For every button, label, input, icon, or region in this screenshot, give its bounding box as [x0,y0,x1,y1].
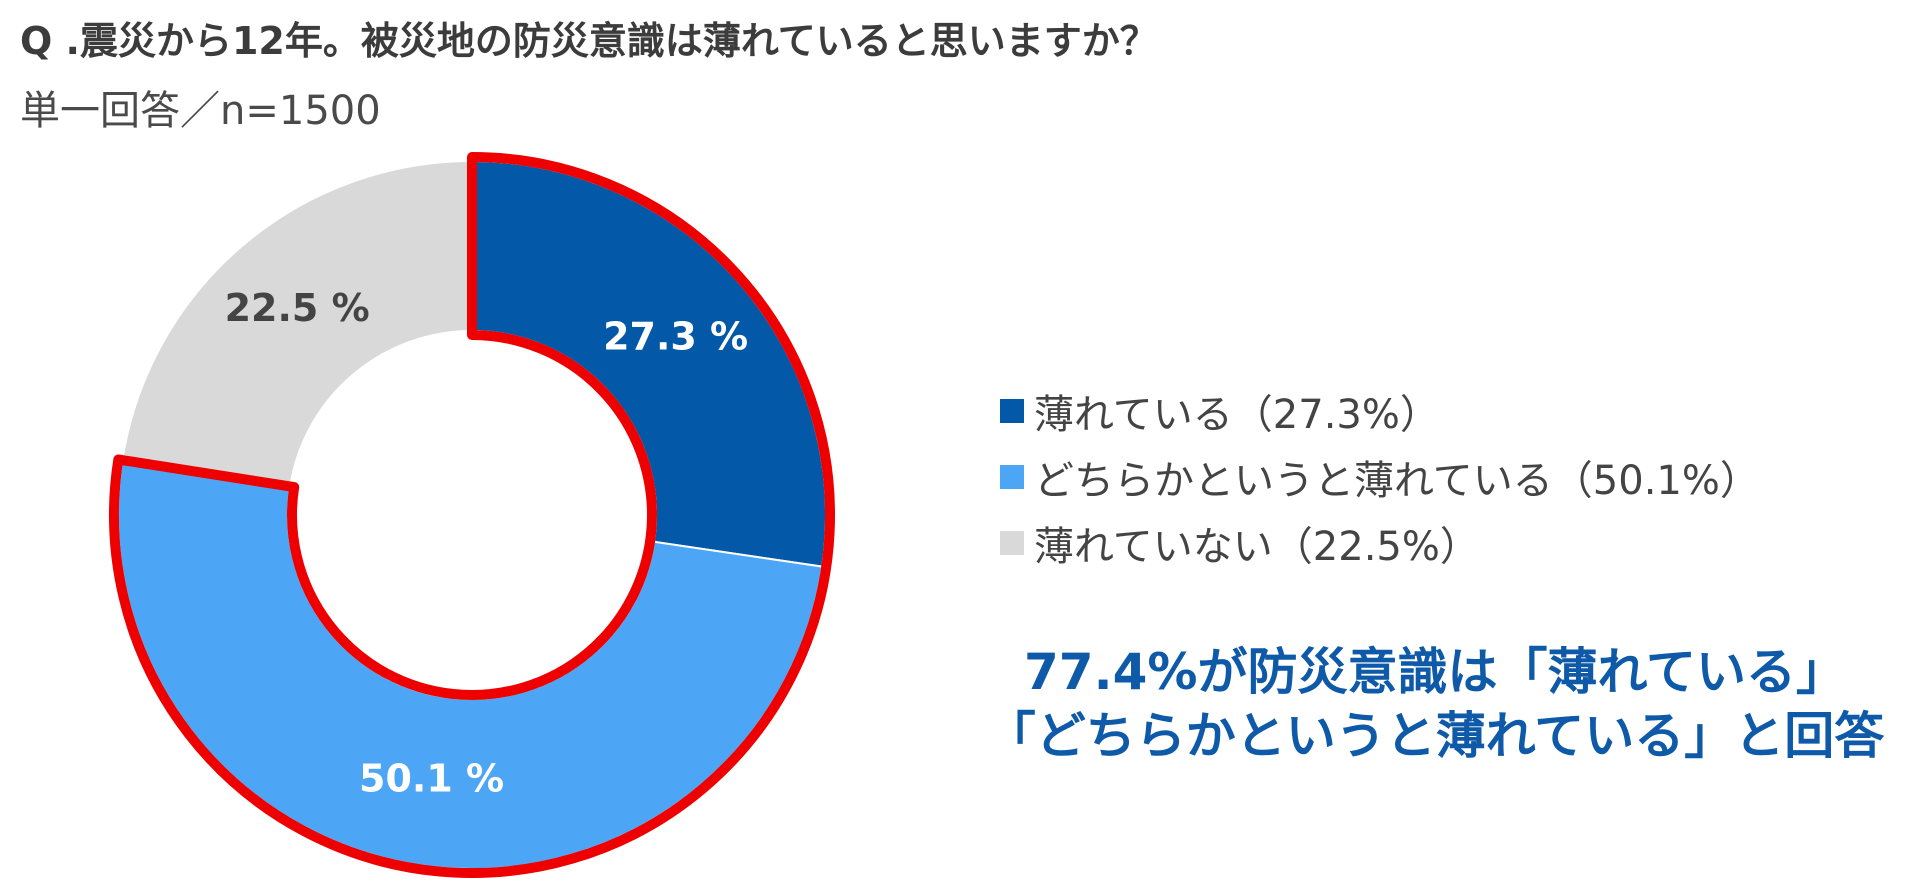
slice-label-1: 50.1 % [359,756,504,800]
slice-label-2: 22.5 % [225,286,370,330]
legend-label-0: 薄れている（27.3%） [1034,392,1440,438]
slice-label-0: 27.3 % [603,315,748,359]
legend-label-2: 薄れていない（22.5%） [1034,524,1480,570]
chart-subtitle: 単一回答／n=1500 [20,88,381,134]
donut-chart: 27.3 % 50.1 % 22.5 % [109,152,835,878]
highlight-outline [109,152,835,878]
legend-item-2: 薄れていない（22.5%） [1000,510,1760,576]
callout-line-1: 77.4%が防災意識は「薄れている」 [1024,643,1846,701]
callout-line-2: 「どちらかというと薄れている」と回答 [985,707,1885,765]
legend-item-1: どちらかというと薄れている（50.1%） [1000,444,1760,510]
legend-swatch-0 [1000,399,1024,423]
donut-slice-2 [121,159,473,488]
chart-title: Q .震災から12年。被災地の防災意識は薄れていると思いますか？ [20,19,1158,63]
legend-item-0: 薄れている（27.3%） [1000,378,1760,444]
summary-callout: 77.4%が防災意識は「薄れている」 「どちらかというと薄れている」と回答 [960,640,1910,768]
chart-legend: 薄れている（27.3%） どちらかというと薄れている（50.1%） 薄れていない… [1000,378,1760,576]
legend-label-1: どちらかというと薄れている（50.1%） [1034,458,1760,504]
legend-swatch-2 [1000,531,1024,555]
legend-swatch-1 [1000,465,1024,489]
